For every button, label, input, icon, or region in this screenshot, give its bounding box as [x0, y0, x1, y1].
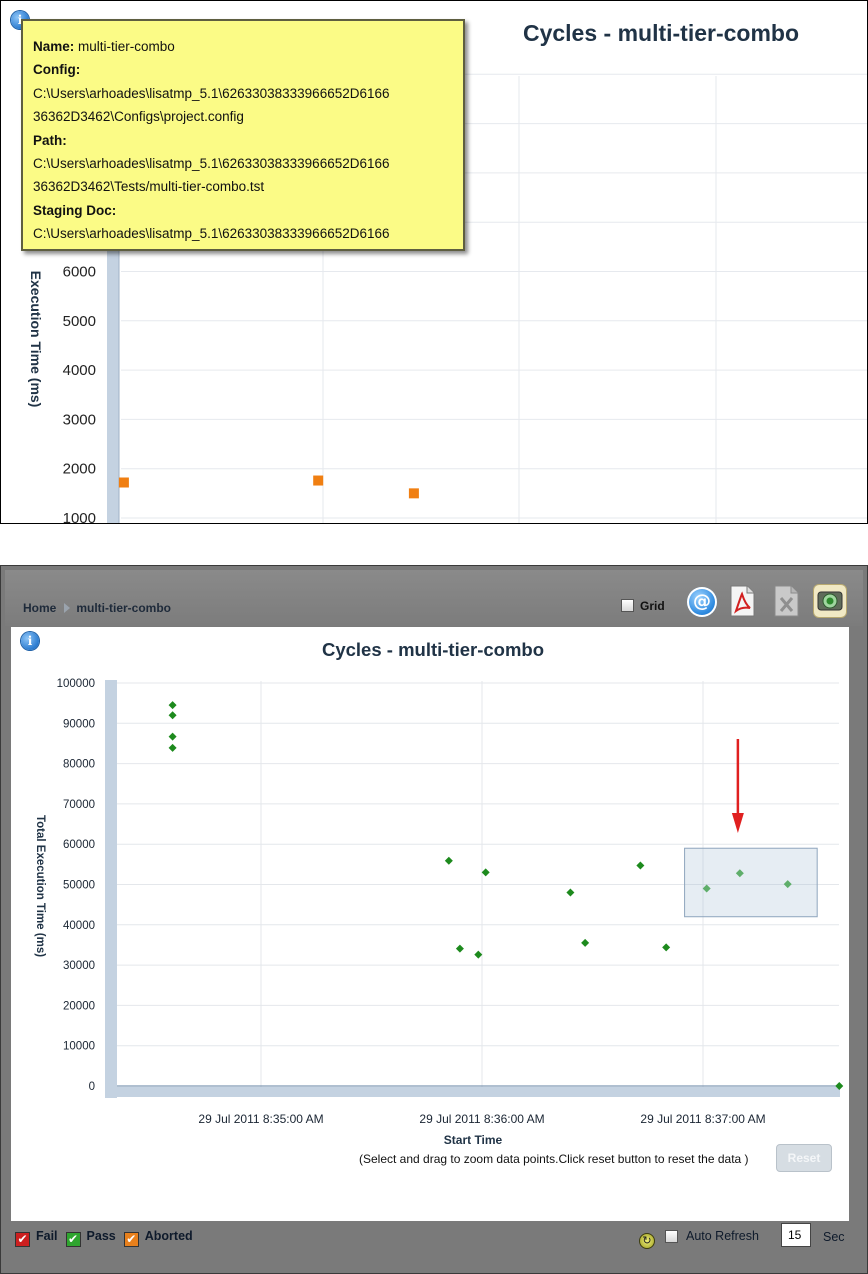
x-tick-label: 29 Jul 2011 8:35:00 AM	[198, 1112, 323, 1126]
seconds-label: Sec	[823, 1230, 845, 1244]
legend: ✔ Fail ✔ Pass ✔ Aborted	[15, 1229, 201, 1247]
tooltip-name-label: Name:	[33, 39, 75, 54]
data-point	[835, 1082, 844, 1090]
y-tick-label: 60000	[63, 839, 95, 851]
tooltip-config-line2: 36362D3462\Configs\project.config	[33, 109, 244, 125]
x-tick-label: 29 Jul 2011 8:37:00 AM	[640, 1112, 765, 1126]
y-tick-label: 90000	[63, 718, 95, 730]
data-point	[735, 869, 744, 878]
legend-checkbox[interactable]: ✔	[65, 1232, 81, 1247]
test-info-tooltip: Name: multi-tier-combo Config: C:\Users\…	[21, 19, 465, 251]
y-tick-label: 3000	[63, 411, 96, 428]
legend-item-pass[interactable]: ✔ Pass	[65, 1229, 116, 1247]
reset-button[interactable]: Reset	[776, 1144, 832, 1172]
y-tick-label: 70000	[63, 799, 95, 811]
data-point	[566, 888, 575, 897]
pdf-export-graphic	[730, 585, 755, 617]
data-point	[662, 943, 671, 952]
grid-toggle[interactable]: Grid	[621, 599, 665, 613]
zoom-hint: (Select and drag to zoom data points.Cli…	[359, 1152, 749, 1166]
zoom-selection	[684, 847, 818, 918]
tooltip-name-value: multi-tier-combo	[78, 39, 175, 54]
y-tick-label: 20000	[63, 1000, 95, 1012]
refresh-interval-input[interactable]: 15	[781, 1223, 811, 1247]
grid-checkbox[interactable]	[621, 599, 634, 612]
top-chart-panel: 6000 5000 4000 3000 2000 1000 Cycles - multi-t…	[0, 0, 868, 524]
y-tick-label: 4000	[63, 362, 96, 379]
legend-item-fail[interactable]: ✔ Fail	[15, 1229, 58, 1247]
email-icon[interactable]: @	[687, 587, 717, 617]
breadcrumb-current: multi-tier-combo	[76, 601, 172, 615]
legend-checkbox[interactable]: ✔	[15, 1232, 30, 1247]
y-tick-label: 5000	[63, 313, 96, 330]
bottom-chart[interactable]: 1000009000080000700006000050000400003000…	[11, 627, 849, 1221]
tooltip-path-label: Path:	[33, 132, 67, 148]
data-point	[168, 711, 177, 720]
data-point	[118, 477, 129, 488]
tooltip-path-line1: C:\Users\arhoades\lisatmp_5.1\6263303833…	[33, 155, 390, 171]
chart-title: Cycles - multi-tier-combo	[322, 639, 544, 660]
data-point	[444, 856, 453, 865]
data-point	[313, 475, 324, 486]
tooltip-config-label: Config:	[33, 62, 81, 78]
y-tick-label: 0	[89, 1081, 95, 1093]
annotation-arrow-head	[731, 813, 744, 833]
tooltip-config-line1: C:\Users\arhoades\lisatmp_5.1\6263303833…	[33, 85, 390, 101]
tooltip-staging-line1: C:\Users\arhoades\lisatmp_5.1\6263303833…	[33, 226, 390, 242]
y-tick-label: 100000	[57, 678, 95, 690]
snapshot-icon[interactable]	[813, 584, 847, 618]
tooltip-path-line2: 36362D3462\Tests/multi-tier-combo.tst	[33, 179, 265, 195]
chart-area[interactable]: 100000 90000 80000 70000 60000 50000 40000 3000…	[11, 627, 849, 1221]
breadcrumb-separator-icon	[64, 603, 71, 613]
y-tick-label: 6000	[63, 264, 96, 281]
legend-label: Aborted	[144, 1229, 193, 1243]
snapshot-graphic	[817, 591, 843, 611]
toolbar	[5, 570, 863, 626]
y-tick-label: 10000	[63, 1041, 95, 1053]
y-tick-label: 2000	[63, 461, 96, 478]
data-point	[474, 950, 483, 959]
data-point	[702, 884, 711, 893]
y-axis-bar	[105, 680, 117, 1098]
auto-refresh-label: Auto Refresh	[686, 1229, 759, 1243]
data-point	[408, 488, 419, 499]
info-icon[interactable]: i	[21, 632, 39, 650]
legend-checkbox[interactable]: ✔	[123, 1232, 139, 1247]
refresh-icon[interactable]: ↻	[639, 1233, 655, 1249]
y-axis-bar	[107, 241, 119, 523]
data-point	[636, 861, 645, 870]
x-axis-label: Start Time	[444, 1133, 503, 1147]
legend-label: Fail	[36, 1229, 58, 1243]
excel-export-graphic	[774, 585, 799, 617]
y-axis-label: Execution Time (ms)	[28, 271, 44, 408]
chart-title: Cycles - multi-tier-combo	[523, 20, 799, 46]
y-tick-label: 30000	[63, 960, 95, 972]
data-point	[481, 868, 490, 877]
data-point	[168, 732, 177, 741]
legend-item-aborted[interactable]: ✔ Aborted	[123, 1229, 193, 1247]
data-point	[455, 944, 464, 953]
data-point	[168, 743, 177, 752]
data-point	[168, 701, 177, 710]
bottom-dashboard-panel: Home multi-tier-combo Grid @ 100000 90000 8…	[0, 565, 868, 1274]
auto-refresh-controls: ↻ Auto Refresh	[639, 1229, 759, 1249]
data-point	[783, 880, 792, 889]
y-tick-label: 50000	[63, 880, 95, 892]
pdf-export-icon[interactable]	[727, 584, 757, 618]
legend-label: Pass	[86, 1229, 116, 1243]
y-tick-label: 80000	[63, 759, 95, 771]
breadcrumb: Home multi-tier-combo	[23, 601, 171, 615]
top-chart[interactable]: 6000 5000 4000 3000 2000 1000 Cycles - multi-t…	[1, 1, 867, 523]
auto-refresh-checkbox[interactable]	[665, 1230, 678, 1243]
y-axis-label: Total Execution Time (ms)	[34, 815, 46, 957]
data-point	[581, 938, 590, 947]
breadcrumb-home-link[interactable]: Home	[23, 601, 57, 615]
x-tick-label: 29 Jul 2011 8:36:00 AM	[419, 1112, 544, 1126]
y-tick-label: 1000	[63, 510, 96, 523]
excel-export-icon[interactable]	[771, 584, 801, 618]
y-tick-label: 40000	[63, 920, 95, 932]
tooltip-staging-label: Staging Doc:	[33, 202, 117, 218]
grid-label: Grid	[640, 599, 665, 613]
x-axis-bar	[105, 1087, 840, 1097]
